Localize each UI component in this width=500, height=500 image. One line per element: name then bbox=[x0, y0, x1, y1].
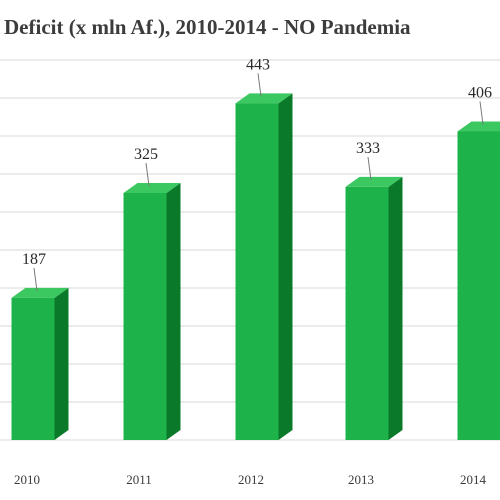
data-label: 443 bbox=[246, 56, 270, 73]
x-tick-label: 2012 bbox=[238, 472, 264, 487]
x-tick-label: 2014 bbox=[460, 472, 487, 487]
x-tick-label: 2011 bbox=[126, 472, 152, 487]
data-label: 187 bbox=[22, 251, 46, 268]
data-label-leader bbox=[33, 267, 38, 291]
bar-front bbox=[11, 297, 55, 440]
chart-title: Deficit (x mln Af.), 2010-2014 - NO Pand… bbox=[4, 15, 411, 39]
bar-top bbox=[123, 183, 181, 193]
bar-2014 bbox=[457, 121, 500, 440]
bars bbox=[11, 93, 500, 441]
data-label: 406 bbox=[468, 84, 492, 101]
x-axis-ticks: 2010 2011 2012 2013 2014 bbox=[14, 472, 487, 487]
bar-side bbox=[388, 176, 403, 441]
data-labels: 187 325 443 333 406 bbox=[22, 56, 492, 291]
data-label-leader bbox=[367, 156, 372, 180]
bar-front bbox=[235, 103, 279, 440]
bar-side bbox=[166, 183, 181, 440]
bar-2012 bbox=[235, 93, 293, 440]
bar-front bbox=[345, 186, 389, 440]
bar-front bbox=[123, 193, 167, 440]
bar-2013 bbox=[345, 176, 403, 441]
bar-top bbox=[457, 121, 500, 132]
bar-side bbox=[54, 287, 69, 440]
bar-side bbox=[278, 93, 293, 440]
bar-2010 bbox=[11, 287, 69, 440]
bar-2011 bbox=[123, 183, 181, 440]
data-label: 325 bbox=[134, 146, 158, 163]
data-label: 333 bbox=[356, 140, 380, 157]
bar-top bbox=[11, 287, 69, 298]
bar-top bbox=[345, 176, 403, 187]
bar-top bbox=[235, 93, 293, 104]
data-label-leader bbox=[257, 73, 262, 97]
bar-front bbox=[457, 131, 500, 440]
data-label-leader bbox=[145, 162, 150, 187]
data-label-leader bbox=[479, 101, 484, 125]
x-tick-label: 2013 bbox=[348, 472, 374, 487]
x-tick-label: 2010 bbox=[14, 472, 40, 487]
